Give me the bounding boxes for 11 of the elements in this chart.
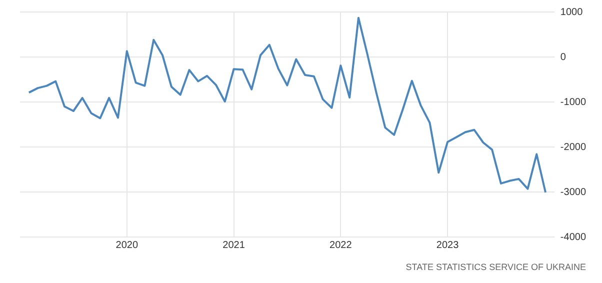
y-tick-label: 1000 bbox=[560, 6, 584, 18]
y-tick-label: -3000 bbox=[560, 186, 586, 198]
text: STATE STATISTICS SERVICE OF UKRAINE bbox=[406, 262, 586, 272]
y-tick-label: -2000 bbox=[560, 142, 586, 153]
y-tick-label: -4000 bbox=[560, 232, 586, 243]
y-tick-label: 0 bbox=[560, 52, 566, 63]
x-tick-label: 2021 bbox=[222, 240, 246, 251]
x-tick-label: 2020 bbox=[116, 240, 138, 251]
y-tick-label: -1000 bbox=[560, 96, 586, 108]
x-tick-label: 2023 bbox=[436, 240, 460, 251]
x-tick-label: 2022 bbox=[330, 240, 352, 251]
